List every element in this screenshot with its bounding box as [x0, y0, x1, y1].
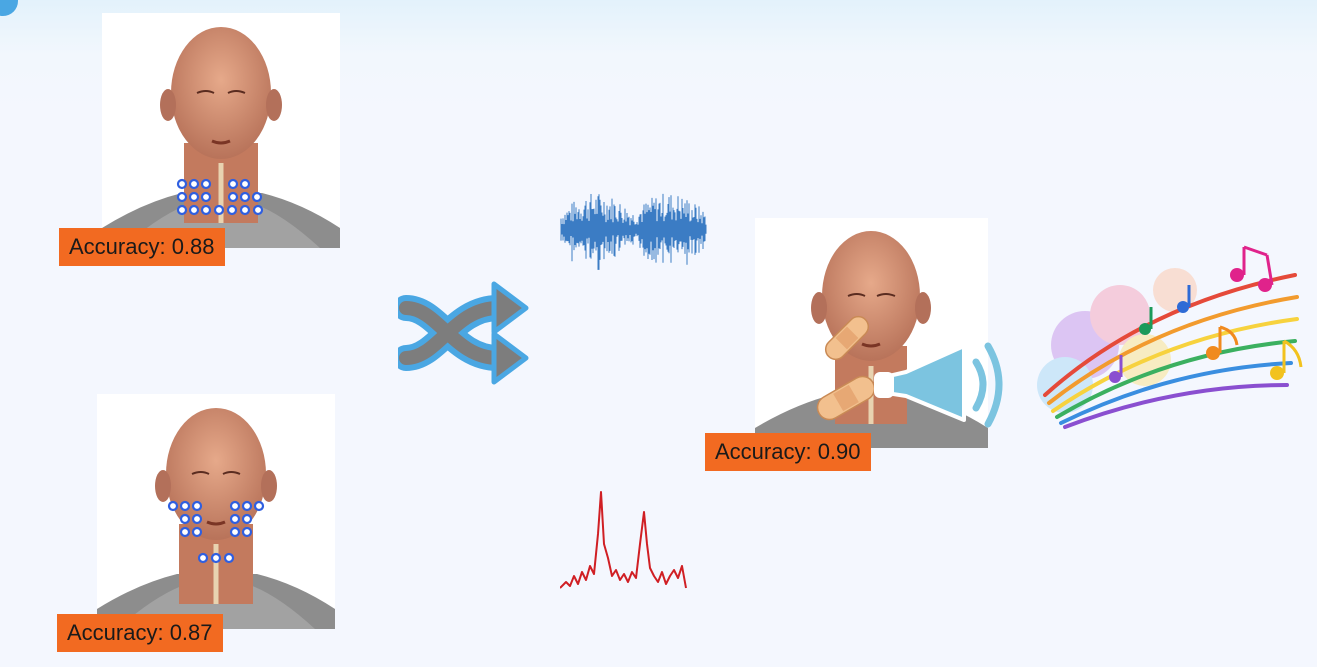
- electrode-array: [176, 178, 264, 216]
- accuracy-badge-face: Accuracy: 0.87: [57, 614, 223, 652]
- shuffle-icon: [398, 281, 529, 385]
- electrode-array: [167, 500, 265, 564]
- waveform-trace: [560, 193, 707, 270]
- head-muscle-illustration: [97, 408, 335, 629]
- speaker-icon: [874, 342, 1003, 428]
- accuracy-badge-combined: Accuracy: 0.90: [705, 433, 871, 471]
- head-muscle-illustration: [102, 27, 340, 248]
- face-electrode-panel: [97, 394, 335, 629]
- music-notes-icon: [1037, 245, 1303, 429]
- neck-electrode-panel: [102, 13, 340, 248]
- emg-waveform: [560, 193, 707, 270]
- corner-circle-decoration: [0, 0, 18, 16]
- accuracy-badge-neck: Accuracy: 0.88: [59, 228, 225, 266]
- bandage-icon: [824, 315, 870, 361]
- bandage-icon: [816, 375, 876, 421]
- frequency-spectrum: [560, 491, 687, 589]
